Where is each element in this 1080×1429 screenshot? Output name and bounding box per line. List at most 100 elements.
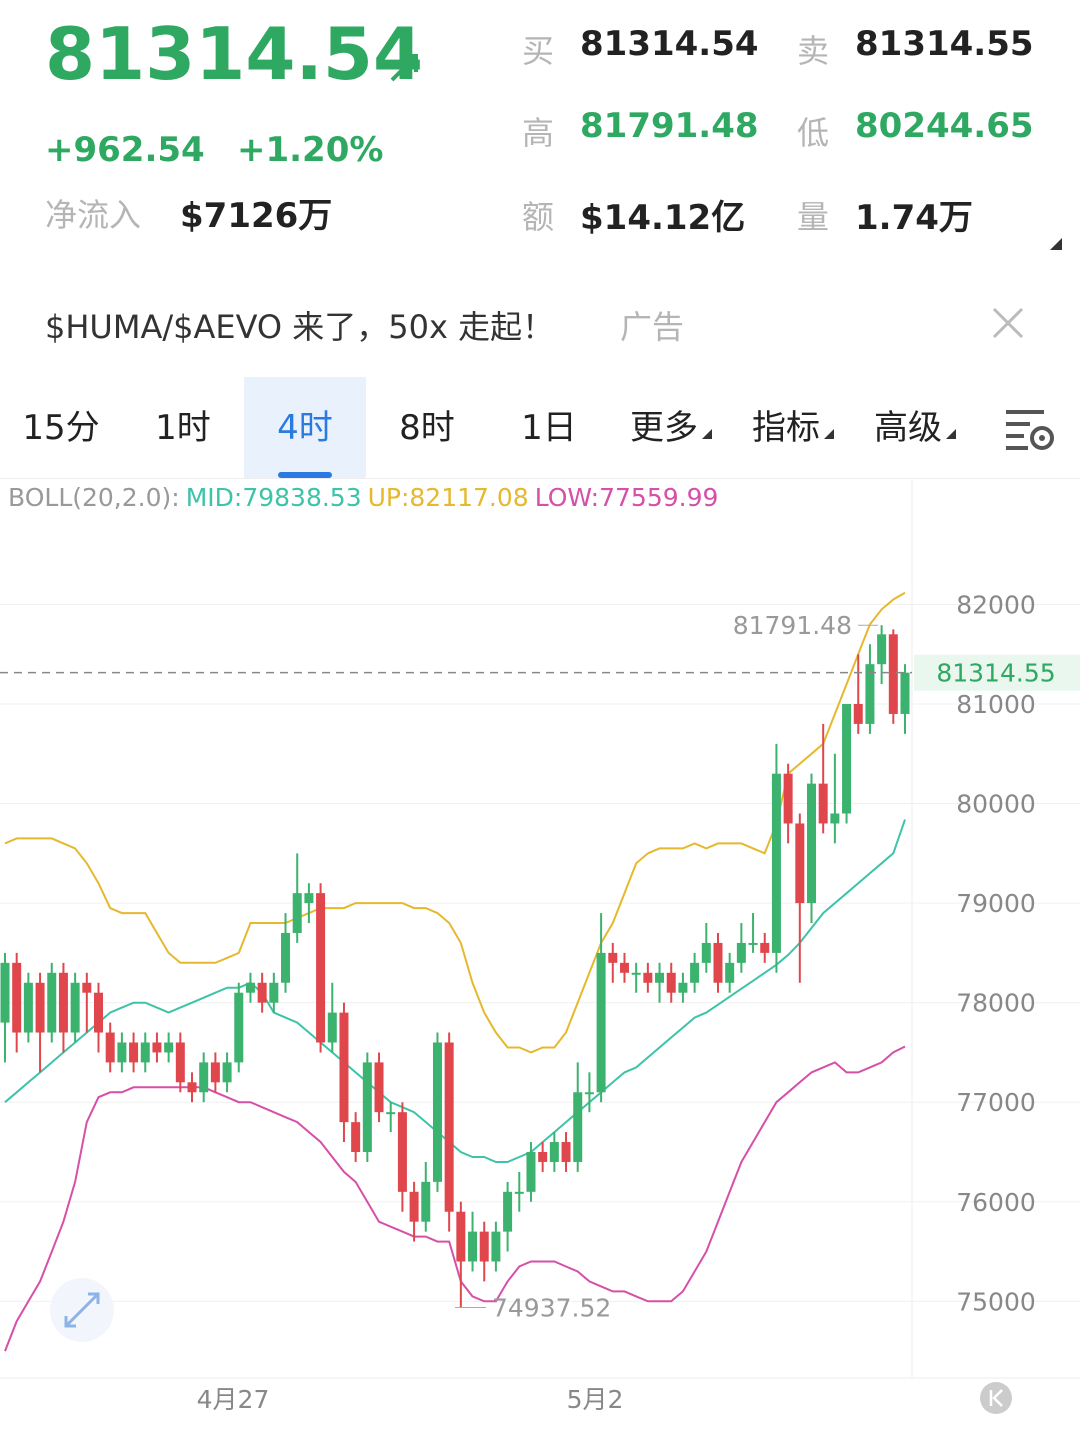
candle-body xyxy=(304,893,314,904)
dropdown xyxy=(702,429,712,439)
candle-body xyxy=(783,773,793,824)
last-price-label: 81314.55 xyxy=(936,659,1055,688)
candle-body xyxy=(678,982,688,993)
candle-body xyxy=(0,962,10,1023)
boll-line xyxy=(4,591,906,1054)
tab[interactable]: 8时 xyxy=(399,408,455,448)
candle-body xyxy=(701,942,711,963)
candle-body xyxy=(269,982,279,1003)
stat-value: 1.74万 xyxy=(855,198,973,238)
candle-body xyxy=(70,982,80,1033)
candle-body xyxy=(690,962,700,983)
inflow-label: 净流入 xyxy=(45,196,142,234)
scroll-btn[interactable] xyxy=(980,1382,1012,1414)
tab[interactable]: 1时 xyxy=(155,408,211,448)
candle-body xyxy=(129,1042,139,1063)
stat-label: 量 xyxy=(797,198,830,236)
candle-body xyxy=(245,982,255,993)
stat-value: 81791.48 xyxy=(580,106,759,146)
candle-body xyxy=(806,783,816,904)
candle-body xyxy=(468,1231,478,1262)
candle-body xyxy=(596,952,606,1093)
boll-line xyxy=(4,819,906,1163)
candle-body xyxy=(771,773,781,953)
candle-body xyxy=(584,1092,594,1095)
candle-body xyxy=(199,1062,209,1093)
stat-value: 80244.65 xyxy=(855,106,1034,146)
x-tick-label: 5月2 xyxy=(567,1385,624,1414)
candle-body xyxy=(608,952,618,963)
stat-value: $14.12亿 xyxy=(580,198,746,238)
y-tick-label: 76000 xyxy=(956,1188,1036,1217)
candle-body xyxy=(713,942,723,983)
x-tick-label: 4月27 xyxy=(197,1385,270,1414)
tab[interactable]: 指标 xyxy=(732,378,854,478)
candle-body xyxy=(573,1092,583,1162)
candle-body xyxy=(94,992,104,1033)
candle-body xyxy=(549,1142,559,1162)
candle-body xyxy=(888,634,898,714)
high-label: 81791.48 xyxy=(733,611,852,640)
candle-body xyxy=(362,1062,372,1152)
close[interactable] xyxy=(992,307,1024,339)
stat-value: 81314.55 xyxy=(855,24,1034,64)
candle-body xyxy=(736,942,746,963)
settings-icon[interactable] xyxy=(1004,408,1056,452)
candle-body xyxy=(105,1032,115,1063)
dropdown xyxy=(824,429,834,439)
stat-value: 81314.54 xyxy=(580,24,759,64)
tab[interactable]: 15分 xyxy=(22,408,100,448)
candle-body xyxy=(82,982,92,993)
corner xyxy=(1050,238,1062,250)
dropdown xyxy=(946,429,956,439)
candle-body xyxy=(760,942,770,953)
tab[interactable]: 更多 xyxy=(610,378,732,478)
candle-body xyxy=(175,1042,185,1083)
candle-body xyxy=(339,1012,349,1123)
tab[interactable]: 高级 xyxy=(854,378,976,478)
low-label: 74937.52 xyxy=(492,1294,611,1323)
candle-body xyxy=(900,672,910,714)
candle-body xyxy=(432,1042,442,1182)
legend-entry: MID:79838.53 xyxy=(186,483,362,512)
y-tick-label: 77000 xyxy=(956,1088,1036,1117)
ad-tag: 广告 xyxy=(620,308,685,346)
candle-body xyxy=(140,1042,150,1063)
candle-body xyxy=(561,1142,571,1162)
candle-body xyxy=(117,1042,127,1063)
candle-body xyxy=(210,1062,220,1083)
y-tick-label: 81000 xyxy=(956,690,1036,719)
candle-body xyxy=(865,664,875,724)
candle-body xyxy=(666,972,676,993)
last-price-box xyxy=(914,654,1080,691)
candle-body xyxy=(842,703,852,814)
ad-text[interactable]: $HUMA/$AEVO 来了，50x 走起！ xyxy=(45,308,555,346)
stat-label: 低 xyxy=(797,114,830,152)
change: +962.54 xyxy=(45,130,205,170)
y-tick-label: 78000 xyxy=(956,989,1036,1018)
candle-body xyxy=(538,1151,548,1162)
candle-body xyxy=(23,982,33,1033)
legend: BOLL(20,2.0): MID:79838.53 UP:82117.08 LOW:… xyxy=(8,483,718,512)
stat-label: 额 xyxy=(522,198,555,236)
candle-body xyxy=(491,1231,501,1262)
candle-body xyxy=(35,982,45,1033)
stat-label: 卖 xyxy=(797,32,830,70)
candle-body xyxy=(152,1042,162,1053)
tab-indicator xyxy=(278,472,332,478)
tab[interactable]: 1日 xyxy=(521,408,577,448)
tab-active-bg xyxy=(244,377,366,478)
candle-body xyxy=(748,942,758,945)
candle-body xyxy=(619,962,629,973)
candle-body xyxy=(164,1042,174,1053)
candle-body xyxy=(631,972,641,975)
tab[interactable]: 4时 xyxy=(277,408,333,448)
legend-entry: LOW:77559.99 xyxy=(535,483,719,512)
boll-line xyxy=(4,1045,906,1352)
inflow: $7126万 xyxy=(180,196,333,236)
candle-body xyxy=(292,893,302,933)
y-tick-label: 75000 xyxy=(956,1287,1036,1316)
stat-label: 买 xyxy=(522,32,555,70)
candle-body xyxy=(853,703,863,724)
